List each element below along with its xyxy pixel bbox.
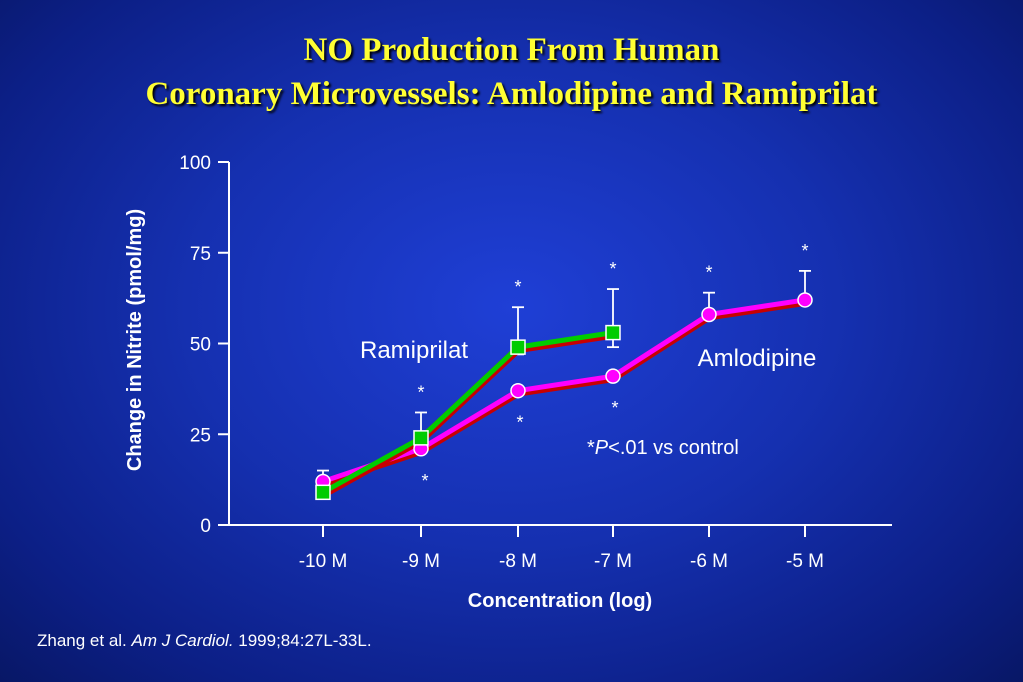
amlodipine-point [605, 368, 621, 384]
annotation-star: * [587, 437, 595, 459]
x-tick-label: -10 M [299, 551, 348, 572]
amlodipine-point [701, 306, 717, 323]
amlodipine-point [797, 292, 813, 308]
amlodipine-line [322, 297, 806, 484]
amlodipine-point [510, 382, 526, 399]
significance-star: * [421, 471, 428, 491]
significance-star: * [801, 241, 808, 261]
y-tick-label: 100 [179, 153, 211, 174]
y-tick-label: 75 [190, 244, 211, 265]
p-value-annotation: *P<.01 vs control [587, 437, 739, 459]
chart-title-line-1: NO Production From Human [303, 32, 720, 68]
significance-star: * [514, 277, 521, 297]
citation-authors: Zhang et al. [37, 631, 132, 650]
citation: Zhang et al. Am J Cardiol. 1999;84:27L-3… [37, 631, 372, 651]
y-tick-label: 0 [200, 516, 211, 537]
ramiprilat-point [315, 484, 331, 501]
x-tick-label: -5 M [786, 551, 824, 572]
citation-ref: 1999;84:27L-33L. [233, 631, 372, 650]
ramiprilat-point [605, 324, 621, 341]
x-axis-label: Concentration (log) [468, 590, 652, 612]
significance-star: * [705, 263, 712, 283]
y-axis-label: Change in Nitrite (pmol/mg) [124, 209, 146, 471]
annotation-p: P [595, 437, 609, 459]
significance-star: * [611, 398, 618, 418]
ramiprilat-point [510, 339, 526, 355]
ramiprilat-point [413, 430, 429, 446]
annotation-text: <.01 vs control [608, 437, 739, 459]
amlodipine-label: Amlodipine [698, 345, 817, 372]
x-tick-label: -6 M [690, 551, 728, 572]
y-tick-label: 25 [190, 425, 211, 446]
significance-star: * [516, 413, 523, 433]
y-tick-label: 50 [190, 335, 211, 356]
ramiprilat-line [321, 330, 614, 495]
x-tick-label: -9 M [402, 551, 440, 572]
chart-title-line-2: Coronary Microvessels: Amlodipine and Ra… [145, 76, 878, 112]
citation-journal: Am J Cardiol. [131, 631, 234, 650]
x-tick-label: -7 M [594, 551, 632, 572]
x-tick-label: -8 M [499, 551, 537, 572]
significance-star: * [417, 382, 424, 402]
significance-star: * [609, 259, 616, 279]
ramiprilat-label: Ramiprilat [360, 337, 468, 364]
